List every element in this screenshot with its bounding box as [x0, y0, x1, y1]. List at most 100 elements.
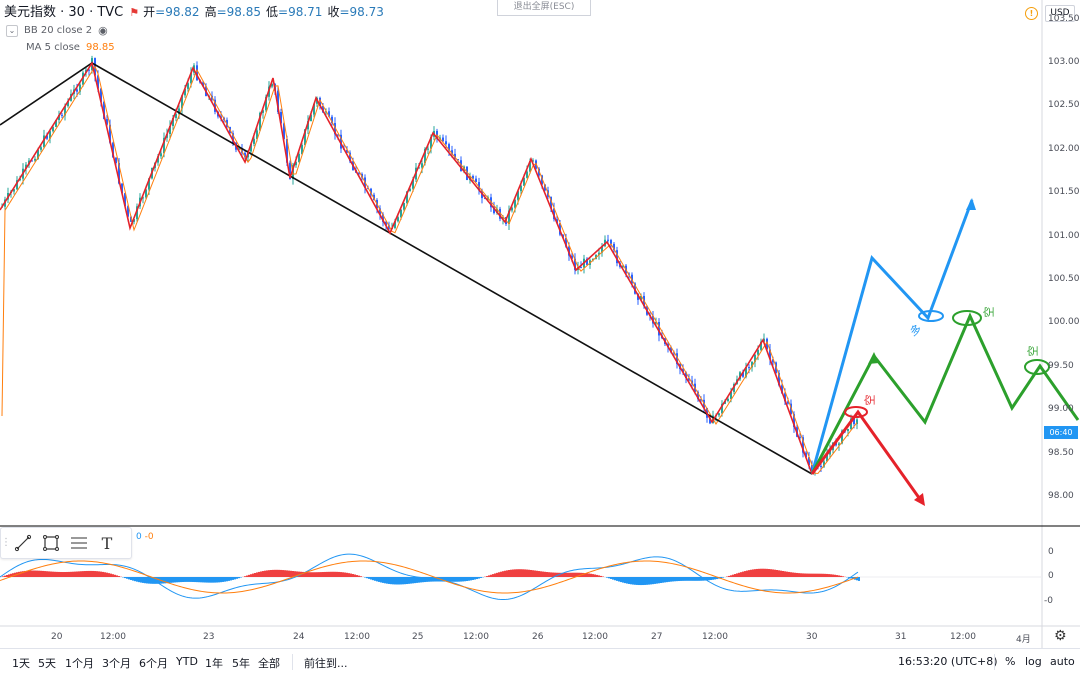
clock[interactable]: 16:53:20 (UTC+8) [898, 655, 998, 668]
macd-bar [372, 577, 374, 580]
drag-handle-icon[interactable]: ⋮ [1, 533, 9, 553]
macd-bar [642, 577, 644, 585]
macd-bar [44, 571, 46, 577]
macd-bar [802, 573, 804, 577]
rectangle-tool-icon[interactable] [37, 530, 65, 556]
range-5d[interactable]: 5天 [38, 655, 56, 671]
indicator-bb[interactable]: ⌄ BB 20 close 2 ◉ [6, 24, 108, 37]
parallel-channel-tool-icon[interactable] [65, 530, 93, 556]
eye-icon[interactable]: ◉ [98, 24, 108, 37]
macd-bar [82, 571, 84, 577]
macd-bar [108, 573, 110, 577]
macd-bar [266, 570, 268, 577]
high-value: =98.85 [217, 5, 261, 19]
macd-bar [730, 575, 732, 577]
log-toggle[interactable]: log [1025, 655, 1042, 668]
macd-bar [52, 572, 54, 577]
macd-bar [810, 574, 812, 577]
percent-toggle[interactable]: % [1005, 655, 1015, 668]
macd-bar [88, 571, 90, 577]
goto-date-button[interactable]: 前往到... [304, 655, 348, 671]
macd-bar [816, 574, 818, 577]
chevron-down-icon[interactable]: ⌄ [6, 25, 18, 37]
range-1d[interactable]: 1天 [12, 655, 30, 671]
macd-bar [92, 571, 94, 577]
macd-bar [162, 577, 164, 584]
macd-value: 0 [136, 532, 142, 542]
annotation-short-1[interactable]: 空 [862, 395, 878, 406]
annotation-short-3[interactable]: 空 [1025, 346, 1041, 357]
macd-bar [180, 577, 182, 582]
macd-bar [270, 570, 272, 577]
range-all[interactable]: 全部 [258, 655, 280, 671]
macd-bar [838, 575, 840, 577]
symbol-title[interactable]: 美元指数 · 30 · TVC [4, 5, 123, 20]
macd-bar [510, 570, 512, 577]
macd-bar [458, 577, 460, 582]
macd-bar [842, 576, 844, 577]
macd-bar [168, 577, 170, 583]
text-tool-icon[interactable]: T [93, 530, 121, 556]
high-label: 高 [205, 5, 217, 19]
macd-bar [664, 577, 666, 582]
macd-bar [132, 577, 134, 581]
macd-bar [430, 577, 432, 582]
time-tick: 26 [532, 632, 543, 642]
range-1y[interactable]: 1年 [205, 655, 223, 671]
macd-bar [256, 572, 258, 577]
macd-bar [2, 576, 4, 577]
macd-bar [796, 573, 798, 577]
macd-bar [48, 571, 50, 577]
range-5y[interactable]: 5年 [232, 655, 250, 671]
exit-fullscreen-button[interactable]: 退出全屏(ESC) [497, 0, 591, 16]
drawing-toolbar[interactable]: ⋮ T [0, 527, 132, 559]
macd-bar [284, 570, 286, 577]
macd-bar [544, 572, 546, 577]
range-6m[interactable]: 6个月 [139, 655, 168, 671]
macd-bar [598, 575, 600, 577]
macd-bar [550, 572, 552, 577]
trendline-tool-icon[interactable] [9, 530, 37, 556]
auto-toggle[interactable]: auto [1050, 655, 1075, 668]
macd-bar [78, 571, 80, 577]
macd-bar [130, 577, 132, 580]
macd-bar [264, 571, 266, 577]
macd-bar [736, 573, 738, 577]
macd-bar [360, 576, 362, 577]
macd-bar [682, 577, 684, 581]
macd-bar [462, 577, 464, 581]
macd-bar [4, 576, 6, 577]
macd-bar [612, 577, 614, 580]
macd-bar [586, 573, 588, 577]
macd-bar [734, 574, 736, 577]
macd-bar [28, 571, 30, 577]
macd-bar [624, 577, 626, 583]
macd-bar [290, 571, 292, 577]
macd-bar [740, 572, 742, 577]
candle-body [727, 399, 729, 401]
settings-gear-icon[interactable]: ⚙ [1054, 628, 1067, 644]
range-1m[interactable]: 1个月 [65, 655, 94, 671]
macd-bar [286, 570, 288, 577]
range-3m[interactable]: 3个月 [102, 655, 131, 671]
macd-bar [668, 577, 670, 582]
macd-bar [776, 570, 778, 577]
macd-bar [310, 572, 312, 577]
macd-bar [818, 574, 820, 577]
macd-bar [392, 577, 394, 584]
candle-body [76, 89, 78, 91]
macd-bar [492, 574, 494, 577]
macd-bar [176, 577, 178, 582]
macd-bar [722, 577, 724, 578]
range-ytd[interactable]: YTD [176, 655, 198, 668]
macd-bar [244, 576, 246, 577]
annotation-short-2[interactable]: 空 [981, 307, 997, 318]
warning-icon[interactable]: ! [1025, 7, 1038, 20]
macd-bar [460, 577, 462, 582]
macd-bar [126, 577, 128, 579]
flag-icon[interactable]: ⚑ [129, 6, 139, 19]
macd-bar [110, 574, 112, 577]
macd-bar [662, 577, 664, 583]
indicator-ma[interactable]: MA 5 close 98.85 [26, 42, 115, 53]
macd-bar [692, 577, 694, 581]
